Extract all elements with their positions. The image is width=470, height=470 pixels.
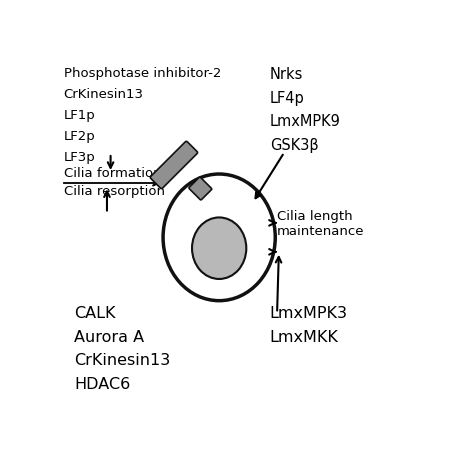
Text: Aurora A: Aurora A xyxy=(74,329,145,345)
Text: LmxMPK3: LmxMPK3 xyxy=(270,306,348,321)
Ellipse shape xyxy=(192,218,246,279)
Text: CALK: CALK xyxy=(74,306,116,321)
Text: LmxMKK: LmxMKK xyxy=(270,329,339,345)
FancyBboxPatch shape xyxy=(150,141,197,188)
Ellipse shape xyxy=(163,174,275,301)
Text: Nrks: Nrks xyxy=(270,67,303,82)
Text: LF2p: LF2p xyxy=(63,130,95,143)
Text: Cilia formation: Cilia formation xyxy=(63,167,161,180)
Text: CrKinesin13: CrKinesin13 xyxy=(74,353,171,368)
Text: Phosphotase inhibitor-2: Phosphotase inhibitor-2 xyxy=(63,67,221,80)
Text: Cilia length
maintenance: Cilia length maintenance xyxy=(277,210,365,238)
Text: LF3p: LF3p xyxy=(63,151,95,164)
Text: HDAC6: HDAC6 xyxy=(74,376,131,392)
Text: GSK3β: GSK3β xyxy=(270,138,319,153)
Text: CrKinesin13: CrKinesin13 xyxy=(63,88,143,101)
Text: LF1p: LF1p xyxy=(63,109,95,122)
Text: LmxMPK9: LmxMPK9 xyxy=(270,114,341,129)
Text: LF4p: LF4p xyxy=(270,91,305,106)
Text: Cilia resorption: Cilia resorption xyxy=(63,185,164,197)
FancyBboxPatch shape xyxy=(189,177,212,200)
